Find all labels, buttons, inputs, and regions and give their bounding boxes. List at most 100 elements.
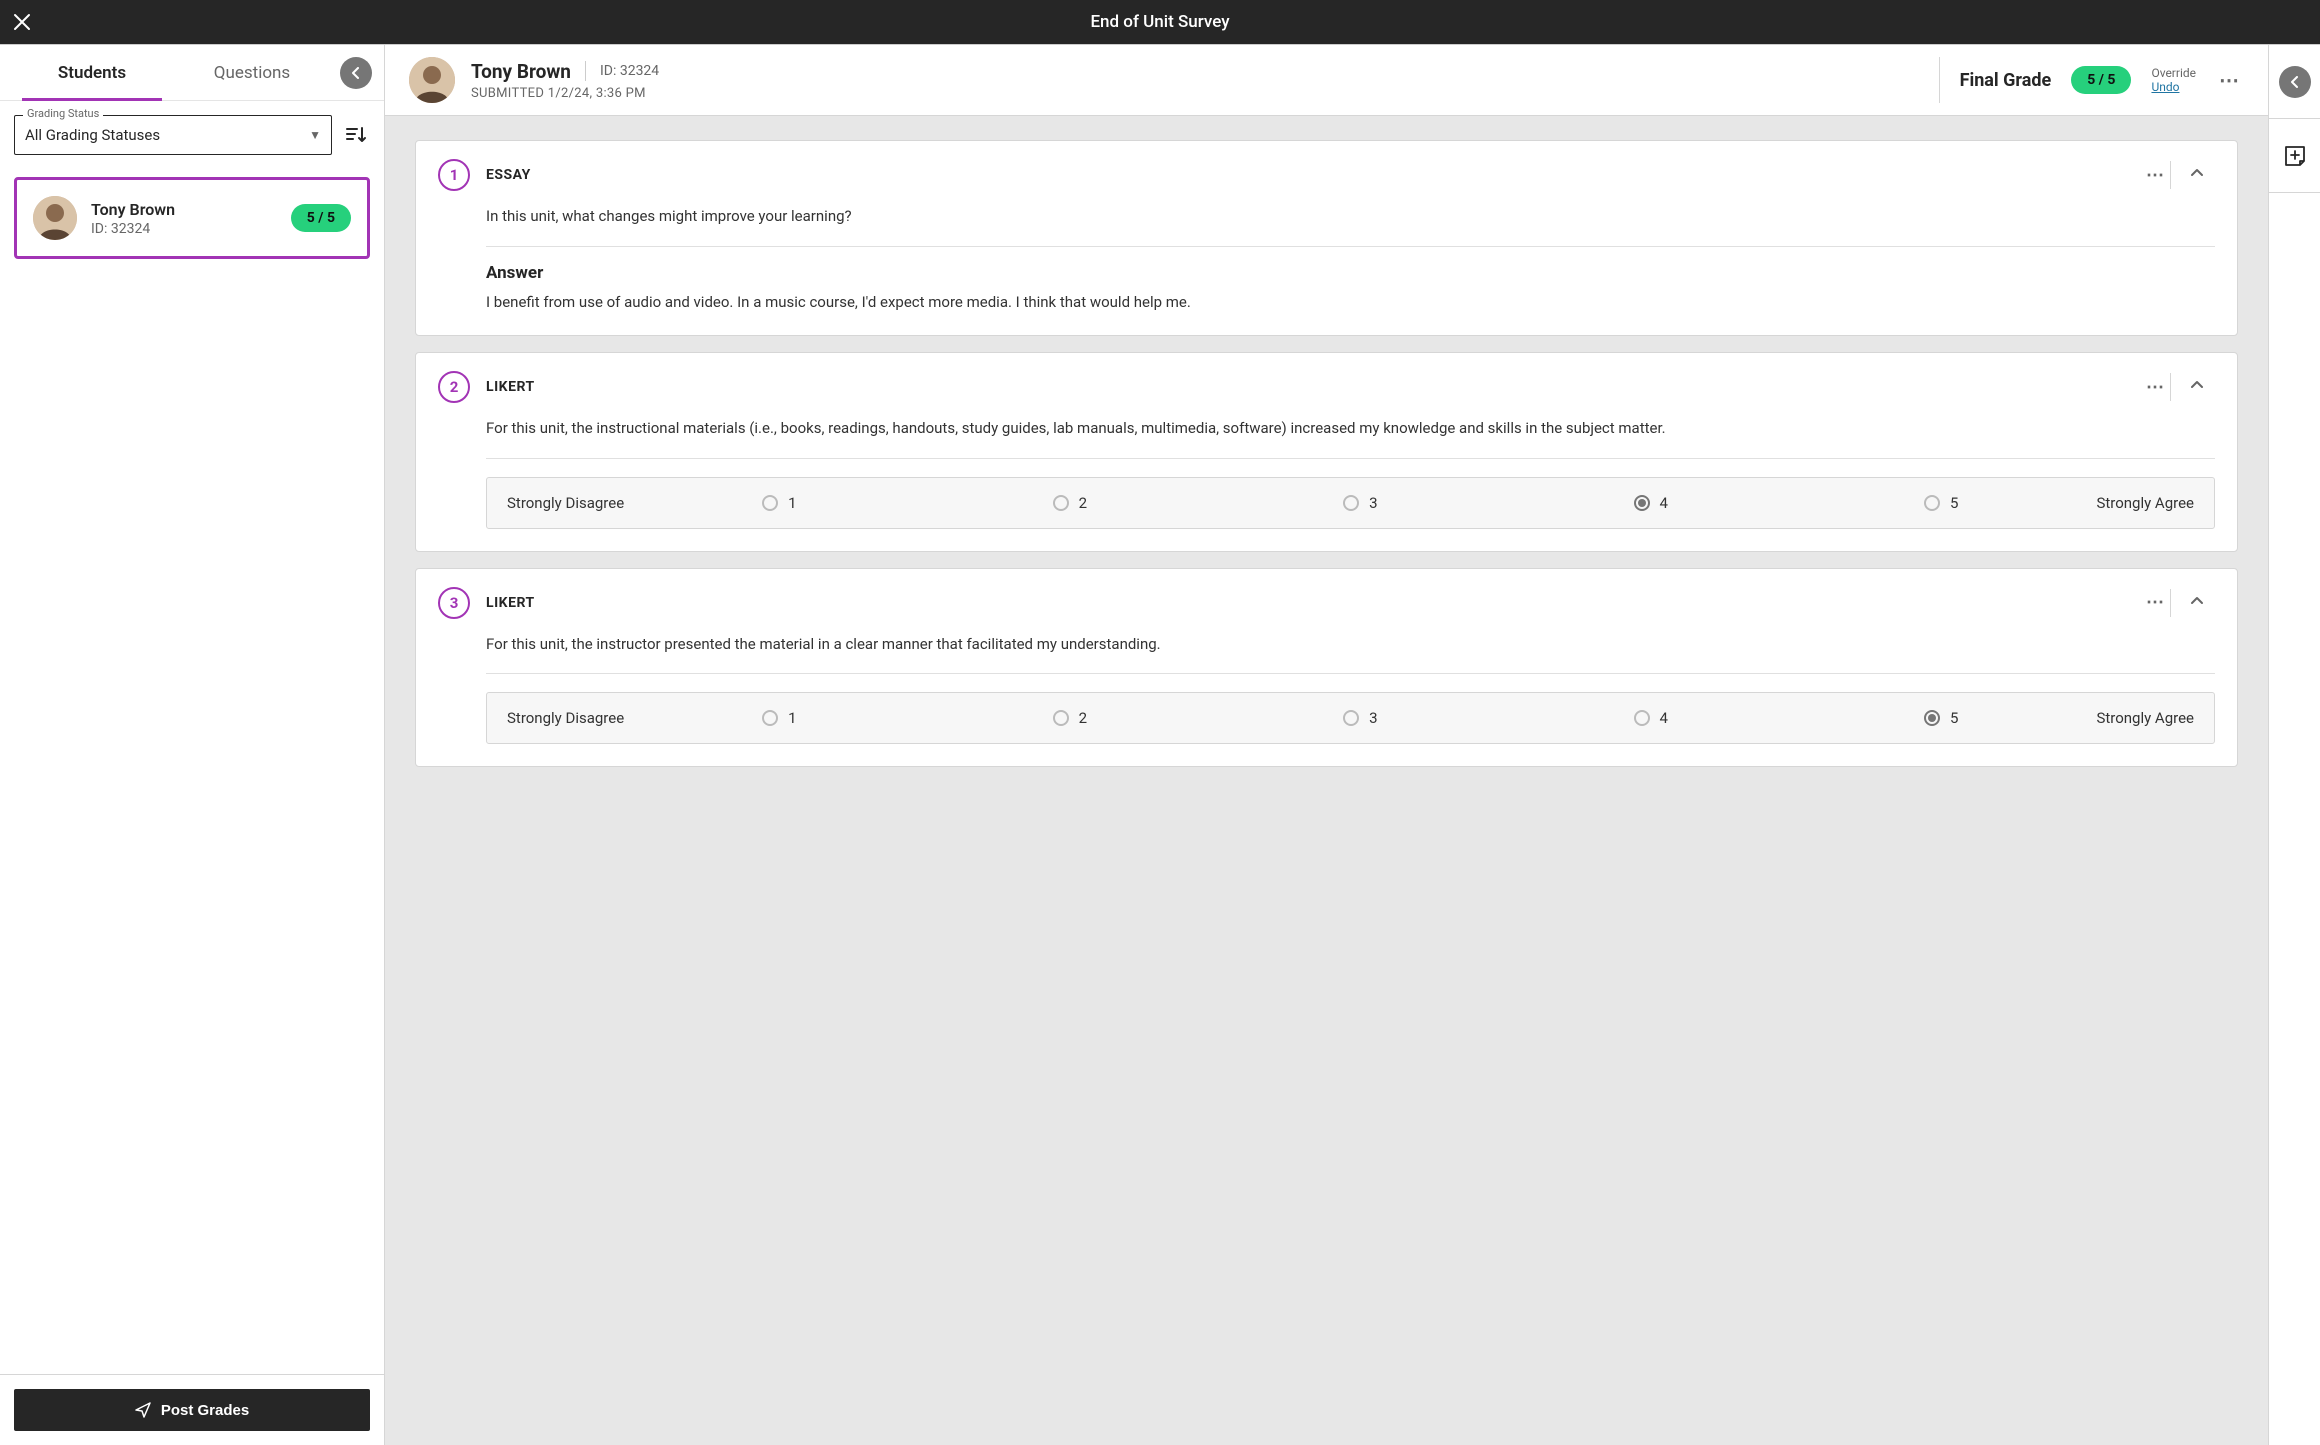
- kebab-icon: ⋯: [2146, 165, 2166, 186]
- likert-option[interactable]: 3: [1343, 709, 1377, 727]
- topbar: End of Unit Survey: [0, 0, 2320, 44]
- grading-status-value: All Grading Statuses: [25, 126, 309, 144]
- radio-selected-icon: [1634, 495, 1650, 511]
- avatar: [33, 196, 77, 240]
- student-info: Tony Brown ID: 32324: [91, 200, 277, 237]
- question-type: ESSAY: [486, 167, 2126, 183]
- content: Tony Brown ID: 32324 SUBMITTED 1/2/24, 3…: [385, 45, 2268, 1445]
- right-rail: [2268, 45, 2320, 1445]
- likert-option-label: 3: [1369, 709, 1377, 727]
- question-card: 1 ESSAY ⋯ In this unit, what changes mig…: [415, 140, 2238, 336]
- question-prompt: For this unit, the instructional materia…: [486, 417, 2215, 440]
- likert-option[interactable]: 2: [1053, 709, 1087, 727]
- add-note-button[interactable]: [2269, 119, 2320, 193]
- question-type: LIKERT: [486, 595, 2126, 611]
- kebab-icon: ⋯: [2219, 68, 2241, 92]
- radio-icon: [1053, 495, 1069, 511]
- likert-low-label: Strongly Disagree: [507, 709, 624, 727]
- grading-status-legend: Grading Status: [23, 107, 103, 120]
- likert-scale: Strongly Disagree 1 2 3 4 5 Strongly Agr…: [486, 477, 2215, 529]
- likert-option[interactable]: 1: [762, 494, 796, 512]
- caret-down-icon: ▼: [309, 128, 321, 142]
- divider: [585, 61, 586, 81]
- chevron-left-icon: [350, 67, 362, 79]
- likert-options: 1 2 3 4 5: [634, 494, 2086, 512]
- likert-low-label: Strongly Disagree: [507, 494, 624, 512]
- question-more-button[interactable]: ⋯: [2142, 165, 2170, 186]
- collapse-question-button[interactable]: [2171, 165, 2215, 185]
- final-grade-pill: 5 / 5: [2071, 66, 2131, 94]
- likert-option-label: 1: [788, 494, 796, 512]
- radio-icon: [1924, 495, 1940, 511]
- question-header: 1 ESSAY ⋯: [438, 159, 2215, 191]
- likert-options: 1 2 3 4 5: [634, 709, 2086, 727]
- detail-name: Tony Brown: [471, 60, 571, 83]
- chevron-left-icon: [2289, 76, 2301, 88]
- question-card: 2 LIKERT ⋯ For this unit, the instructio…: [415, 352, 2238, 552]
- likert-option-label: 2: [1079, 709, 1087, 727]
- question-number: 1: [438, 159, 470, 191]
- avatar: [409, 57, 455, 103]
- question-header: 3 LIKERT ⋯: [438, 587, 2215, 619]
- detail-name-row: Tony Brown ID: 32324: [471, 60, 659, 83]
- detail-header-right: Final Grade 5 / 5 Override Undo ⋯: [1939, 57, 2244, 103]
- detail-more-button[interactable]: ⋯: [2216, 68, 2244, 92]
- likert-option[interactable]: 3: [1343, 494, 1377, 512]
- close-icon: [13, 13, 31, 31]
- expand-rail-button[interactable]: [2269, 45, 2320, 119]
- question-more-button[interactable]: ⋯: [2142, 592, 2170, 613]
- divider: [486, 246, 2215, 247]
- sort-button[interactable]: [342, 121, 370, 149]
- likert-option[interactable]: 5: [1924, 709, 1958, 727]
- divider: [486, 673, 2215, 674]
- detail-header-info: Tony Brown ID: 32324 SUBMITTED 1/2/24, 3…: [471, 60, 659, 101]
- radio-selected-icon: [1924, 710, 1940, 726]
- divider: [486, 458, 2215, 459]
- likert-scale: Strongly Disagree 1 2 3 4 5 Strongly Agr…: [486, 692, 2215, 744]
- likert-option-label: 1: [788, 709, 796, 727]
- question-scroll[interactable]: 1 ESSAY ⋯ In this unit, what changes mig…: [385, 116, 2268, 1445]
- close-button[interactable]: [0, 0, 44, 44]
- rail-circle: [2279, 66, 2311, 98]
- sidebar: Students Questions Grading Status All Gr…: [0, 45, 385, 1445]
- likert-option[interactable]: 4: [1634, 494, 1668, 512]
- sort-icon: [345, 124, 367, 146]
- question-more-button[interactable]: ⋯: [2142, 377, 2170, 398]
- likert-option[interactable]: 2: [1053, 494, 1087, 512]
- grading-status-select[interactable]: Grading Status All Grading Statuses ▼: [14, 115, 332, 155]
- likert-option-label: 2: [1079, 494, 1087, 512]
- grade-pill: 5 / 5: [291, 204, 351, 232]
- question-card: 3 LIKERT ⋯ For this unit, the instructor…: [415, 568, 2238, 768]
- likert-option[interactable]: 4: [1634, 709, 1668, 727]
- collapse-question-button[interactable]: [2171, 593, 2215, 613]
- chevron-up-icon: [2189, 593, 2205, 609]
- answer-label: Answer: [486, 263, 2215, 283]
- send-icon: [135, 1402, 151, 1418]
- likert-option[interactable]: 1: [762, 709, 796, 727]
- tab-questions[interactable]: Questions: [172, 45, 332, 100]
- likert-option[interactable]: 5: [1924, 494, 1958, 512]
- question-number: 2: [438, 371, 470, 403]
- question-type: LIKERT: [486, 379, 2126, 395]
- undo-link[interactable]: Undo: [2151, 80, 2196, 94]
- answer-text: I benefit from use of audio and video. I…: [486, 291, 2215, 314]
- likert-option-label: 4: [1660, 494, 1668, 512]
- collapse-sidebar-button[interactable]: [340, 57, 372, 89]
- likert-high-label: Strongly Agree: [2096, 709, 2194, 727]
- detail-header: Tony Brown ID: 32324 SUBMITTED 1/2/24, 3…: [385, 45, 2268, 116]
- likert-option-label: 5: [1950, 494, 1958, 512]
- student-card[interactable]: Tony Brown ID: 32324 5 / 5: [14, 177, 370, 259]
- override-block: Override Undo: [2151, 66, 2196, 94]
- collapse-question-button[interactable]: [2171, 377, 2215, 397]
- post-grades-button[interactable]: Post Grades: [14, 1389, 370, 1431]
- question-prompt: In this unit, what changes might improve…: [486, 205, 2215, 228]
- student-name: Tony Brown: [91, 200, 277, 219]
- radio-icon: [762, 710, 778, 726]
- radio-icon: [1343, 495, 1359, 511]
- detail-submitted: SUBMITTED 1/2/24, 3:36 PM: [471, 86, 659, 101]
- tab-students[interactable]: Students: [12, 45, 172, 100]
- question-header: 2 LIKERT ⋯: [438, 371, 2215, 403]
- detail-id: ID: 32324: [600, 63, 659, 79]
- override-label: Override: [2151, 66, 2196, 80]
- likert-option-label: 5: [1950, 709, 1958, 727]
